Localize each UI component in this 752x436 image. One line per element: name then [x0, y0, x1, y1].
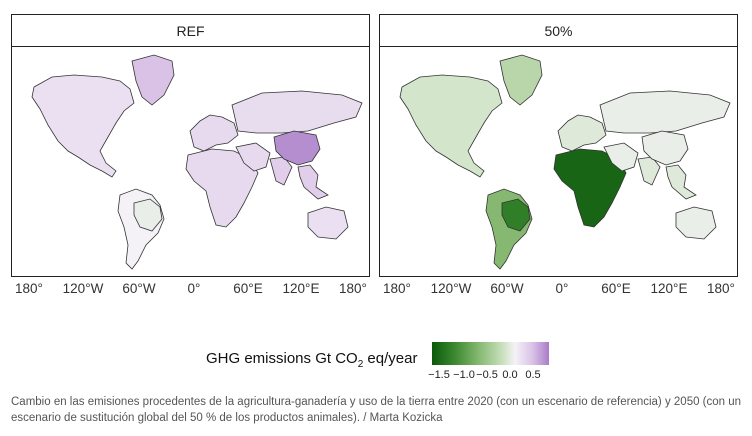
region-russia [231, 90, 363, 134]
caption: Cambio en las emisiones procedentes de l… [11, 396, 742, 424]
region-europe [557, 114, 607, 152]
region-southeast-asia [297, 164, 329, 200]
x-tick-label: 60°W [490, 281, 524, 296]
panel-label: 50% [380, 15, 737, 47]
x-tick-label: 180° [707, 281, 735, 296]
x-tick-label: 120°W [62, 281, 104, 296]
legend-tick: 0.5 [525, 369, 541, 381]
world-map-50 [399, 54, 731, 270]
region-india [637, 156, 661, 186]
x-tick-label: 60°E [601, 281, 631, 296]
region-southeast-asia [665, 164, 697, 200]
region-australia [307, 206, 349, 240]
region-europe [189, 114, 239, 152]
x-tick-label: 120°E [650, 281, 688, 296]
legend-tick: −1.5 [428, 369, 450, 381]
x-tick-label: 60°E [233, 281, 263, 296]
x-tick-label: 180° [383, 281, 411, 296]
world-map-ref [31, 54, 363, 270]
region-brazil [501, 198, 531, 232]
region-greenland [499, 54, 543, 106]
x-tick-label: 0° [187, 281, 201, 296]
region-middle-east [235, 142, 271, 172]
x-tick-label: 120°W [430, 281, 472, 296]
region-china [273, 130, 321, 166]
region-brazil [133, 198, 163, 232]
region-india [269, 156, 293, 186]
legend-tick: 0.0 [502, 369, 518, 381]
x-tick-label: 180° [339, 281, 367, 296]
x-tick-label: 0° [555, 281, 569, 296]
legend-colorbar [432, 342, 549, 365]
region-russia [599, 90, 731, 134]
region-north-america [31, 74, 135, 178]
panel-label: REF [12, 15, 369, 47]
region-north-america [399, 74, 503, 178]
x-tick-label: 180° [15, 281, 43, 296]
legend-tick: −0.5 [476, 369, 498, 381]
region-china [641, 130, 689, 166]
region-australia [675, 206, 717, 240]
legend-tick: −1.0 [453, 369, 475, 381]
x-tick-label: 120°E [282, 281, 320, 296]
x-tick-label: 60°W [122, 281, 156, 296]
map-panel-50: 50% [379, 14, 738, 277]
legend-title: GHG emissions Gt CO2 eq/year [206, 350, 418, 370]
region-middle-east [603, 142, 639, 172]
region-greenland [131, 54, 175, 106]
map-panel-ref: REF [11, 14, 370, 277]
